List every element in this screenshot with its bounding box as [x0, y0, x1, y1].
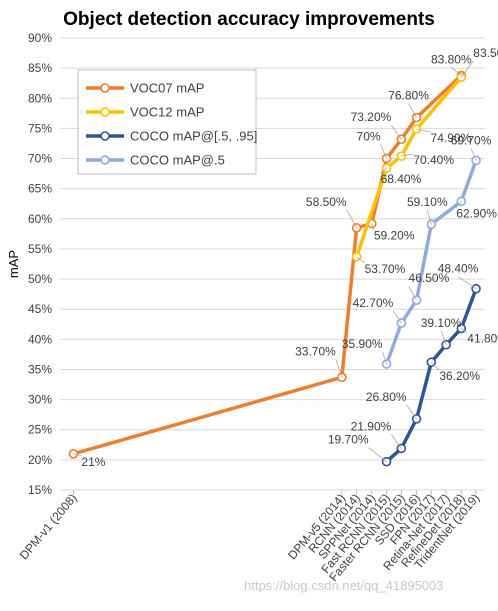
y-tick-labels: 15% 20% 25% 30% 35% 40% 45% 50% 55% 60% 65% 70% 75% 8…: [28, 31, 52, 497]
leader-line: [470, 148, 477, 161]
x-tick-labels: DPM-v1 (2008) DPM-v5 (2014)RCNN (2014)SPP…: [17, 490, 482, 584]
y-tick-label: 15%: [28, 483, 52, 497]
series-line: [384, 159, 478, 365]
y-tick-label: 40%: [28, 332, 52, 346]
leader-line: [461, 328, 468, 333]
data-label: 74.90%: [431, 131, 472, 145]
data-label: 33.70%: [295, 344, 336, 358]
data-label: 42.70%: [353, 296, 394, 310]
data-label: 68.40%: [381, 172, 422, 186]
leader-line: [391, 125, 402, 140]
y-tick-label: 55%: [28, 242, 52, 256]
legend-label: VOC12 mAP: [130, 105, 204, 120]
legend: VOC07 mAP VOC12 mAP COCO mAP@[.5, .95] COCO…: [77, 69, 257, 175]
legend-marker: [100, 107, 110, 117]
data-label: 83.80%: [431, 52, 472, 66]
y-tick-label: 70%: [28, 152, 52, 166]
leader-line: [408, 103, 417, 118]
data-label: 26.80%: [366, 390, 407, 404]
y-tick-label: 20%: [28, 453, 52, 467]
data-label: 73.20%: [351, 110, 392, 124]
data-label: 76.80%: [388, 89, 429, 103]
leader-line: [380, 144, 387, 159]
data-label: 19.70%: [328, 433, 369, 447]
leader-line: [346, 209, 357, 229]
data-label: 21.90%: [351, 419, 392, 433]
data-label: 59.10%: [407, 195, 448, 209]
data-label: 39.10%: [421, 316, 462, 330]
data-label: 59.20%: [374, 229, 415, 243]
leader-line: [73, 453, 82, 457]
y-tick-label: 45%: [28, 302, 52, 316]
y-tick-label: 80%: [28, 91, 52, 105]
y-tick-label: 50%: [28, 272, 52, 286]
leader-line: [460, 60, 474, 78]
data-label: 53.70%: [365, 262, 406, 276]
data-label: 58.50%: [306, 195, 347, 209]
y-tick-label: 90%: [28, 31, 52, 45]
leader-line: [431, 361, 440, 371]
data-label: 36.20%: [439, 369, 480, 383]
legend-marker: [100, 155, 110, 165]
legend-marker: [100, 83, 110, 93]
leader-line: [393, 310, 402, 324]
legend-marker: [100, 131, 110, 141]
legend-label: VOC07 mAP: [130, 81, 204, 96]
data-label: 62.90%: [456, 206, 497, 220]
leader-line: [451, 67, 462, 76]
leader-line: [401, 153, 414, 157]
data-label: 83.50%: [473, 46, 498, 60]
data-label: 69.70%: [451, 133, 492, 147]
data-label: 70.40%: [413, 153, 454, 167]
leader-line: [382, 351, 387, 365]
data-label: 21%: [81, 455, 105, 469]
y-tick-label: 75%: [28, 121, 52, 135]
watermark-text: https://blog.csdn.net/qq_41895003: [244, 578, 444, 593]
leader-line: [406, 404, 417, 420]
data-labels: 21% 33.70% 58.50% 59.20% 70% 73.20% 76.80% 83.8…: [73, 46, 498, 469]
y-tick-label: 60%: [28, 212, 52, 226]
leader-line: [356, 256, 365, 264]
data-label: 35.90%: [342, 337, 383, 351]
x-tick-label: DPM-v1 (2008): [17, 491, 80, 562]
legend-label: COCO mAP@.5: [130, 153, 225, 168]
chart-title: Object detection accuracy improvements: [63, 9, 435, 30]
y-tick-label: 30%: [28, 393, 52, 407]
leader-line: [455, 201, 462, 208]
leader-line: [416, 128, 431, 133]
y-axis-label: mAP: [6, 250, 21, 278]
y-tick-label: 35%: [28, 362, 52, 376]
legend-label: COCO mAP@[.5, .95]: [130, 129, 257, 144]
leader-line: [440, 330, 447, 345]
leader-line: [368, 447, 387, 462]
leader-line: [371, 223, 375, 230]
leader-line: [426, 210, 432, 225]
data-label: 41.80%: [467, 331, 498, 345]
leader-line: [391, 434, 402, 449]
y-tick-label: 25%: [28, 423, 52, 437]
y-tick-label: 85%: [28, 61, 52, 75]
data-label: 70%: [357, 130, 381, 144]
leader-line: [335, 359, 343, 378]
y-tick-label: 65%: [28, 182, 52, 196]
leader-line: [408, 285, 417, 301]
leader-line: [380, 167, 387, 174]
data-label: 48.40%: [438, 262, 479, 276]
data-label: 46.50%: [409, 271, 450, 285]
leader-line: [457, 276, 477, 290]
